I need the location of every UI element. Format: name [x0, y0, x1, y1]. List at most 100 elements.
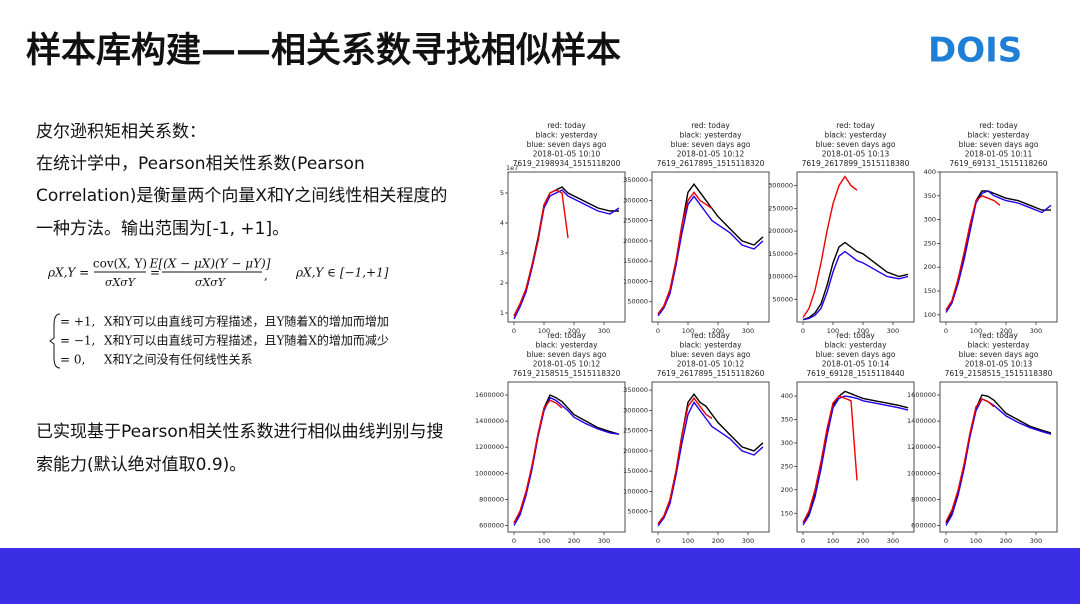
y-tick-label: 600000: [479, 521, 504, 529]
y-tick-label: 200000: [623, 447, 648, 455]
y-tick-label: 1000000: [475, 469, 504, 477]
x-tick-label: 0: [656, 327, 660, 335]
chart-title: red: today: [691, 331, 730, 340]
chart-title: 2018-01-05 10:12: [677, 360, 745, 369]
series-line: [657, 397, 713, 525]
y-tick-label: 1600000: [907, 391, 936, 399]
y-tick-label: 1600000: [475, 391, 504, 399]
y-tick-label: 150000: [623, 467, 648, 475]
series-line: [513, 189, 620, 320]
y-tick-label: 400: [781, 392, 793, 400]
y-tick-label: 300: [924, 216, 936, 224]
chart-title: 2018-01-05 10:12: [533, 360, 601, 369]
y-tick-label: 800000: [911, 495, 936, 503]
x-tick-label: 0: [944, 537, 948, 545]
y-tick-label: 100: [924, 311, 936, 319]
y-tick-label: 300000: [623, 196, 648, 204]
y-tick-label: 100000: [768, 273, 793, 281]
case-text: X和Y可以由直线可方程描述，且Y随着X的增加而减少: [104, 333, 389, 348]
y-tick-label: 5: [500, 189, 504, 197]
series-line: [945, 398, 995, 522]
series-line: [513, 396, 620, 526]
chart-title: 7619_69131_1515118260: [949, 159, 1047, 168]
series-line: [945, 190, 1052, 313]
plot-frame: [651, 171, 770, 323]
y-tick-label: 200: [781, 486, 793, 494]
series-line: [802, 241, 909, 321]
y-tick-label: 1200000: [475, 443, 504, 451]
chart-title: red: today: [691, 121, 730, 130]
y-tick-label: 150000: [768, 250, 793, 258]
x-tick-label: 0: [656, 537, 660, 545]
chart-title: red: today: [547, 121, 586, 130]
y-tick-label: 400: [924, 168, 936, 176]
chart-title: black: yesterday: [535, 341, 598, 350]
plot-frame: [507, 381, 626, 533]
case-value: = 0,: [60, 353, 85, 367]
y-tick-label: 1200000: [907, 443, 936, 451]
x-tick-label: 300: [1030, 327, 1042, 335]
y-tick-label: 350: [924, 192, 936, 200]
chart-title: red: today: [836, 331, 875, 340]
series-line: [657, 191, 713, 315]
chart-title: red: today: [979, 331, 1018, 340]
y-tick-label: 250000: [623, 217, 648, 225]
y-tick-label: 150000: [623, 257, 648, 265]
chart-title: black: yesterday: [679, 341, 742, 350]
y-tick-label: 100000: [623, 277, 648, 285]
x-tick-label: 300: [887, 327, 899, 335]
body-line: Correlation)是衡量两个向量X和Y之间线性相关程度的: [36, 186, 447, 206]
x-tick-label: 200: [568, 537, 580, 545]
series-line: [657, 195, 764, 317]
chart-title: 7619_2158515_1515118380: [945, 369, 1053, 378]
case-text: X和Y之间没有任何线性关系: [104, 352, 252, 367]
conclusion-line: 已实现基于Pearson相关性系数进行相似曲线判别与搜: [36, 422, 444, 442]
x-tick-label: 200: [857, 537, 869, 545]
formula-den: σXσY: [195, 276, 227, 289]
chart-title: red: today: [547, 331, 586, 340]
chart-title: blue: seven days ago: [671, 350, 751, 359]
formula-comma: ,: [264, 269, 268, 283]
formula-num: E[(X − μX)(Y − μY)]: [149, 257, 271, 271]
chart-title: blue: seven days ago: [959, 140, 1039, 149]
plot-frame: [507, 171, 626, 323]
formula: ρX,Y = cov(X, Y) σXσY = E[(X − μX)(Y − μ…: [47, 257, 389, 290]
offset-label: 1e7: [506, 164, 518, 172]
x-tick-label: 100: [970, 327, 982, 335]
x-tick-label: 100: [538, 537, 550, 545]
chart-title: black: yesterday: [679, 131, 742, 140]
x-tick-label: 0: [512, 537, 516, 545]
x-tick-label: 200: [1000, 537, 1012, 545]
chart-title: 7619_2617899_1515118380: [802, 159, 910, 168]
x-tick-label: 0: [944, 327, 948, 335]
y-tick-label: 200000: [768, 227, 793, 235]
x-tick-label: 0: [512, 327, 516, 335]
x-tick-label: 300: [742, 537, 754, 545]
chart-title: black: yesterday: [967, 341, 1030, 350]
y-tick-label: 50000: [627, 298, 648, 306]
y-tick-label: 100000: [623, 487, 648, 495]
chart-title: 7619_2617895_1515118260: [657, 369, 765, 378]
series-line: [945, 194, 1001, 311]
y-tick-label: 350000: [623, 176, 648, 184]
chart-title: blue: seven days ago: [527, 350, 607, 359]
chart-title: 7619_69128_1515118440: [806, 369, 904, 378]
chart-title: blue: seven days ago: [816, 350, 896, 359]
x-tick-label: 100: [538, 327, 550, 335]
series-line: [802, 250, 909, 321]
chart-title: 2018-01-05 10:14: [822, 360, 890, 369]
x-tick-label: 0: [801, 537, 805, 545]
y-tick-label: 3: [500, 249, 504, 257]
heading: 皮尔逊积矩相关系数：: [36, 122, 206, 142]
x-tick-label: 300: [1030, 537, 1042, 545]
chart-title: 2018-01-05 10:10: [533, 150, 601, 159]
logo: DOIS: [928, 31, 1022, 71]
x-tick-label: 300: [598, 537, 610, 545]
y-tick-label: 50000: [772, 295, 793, 303]
